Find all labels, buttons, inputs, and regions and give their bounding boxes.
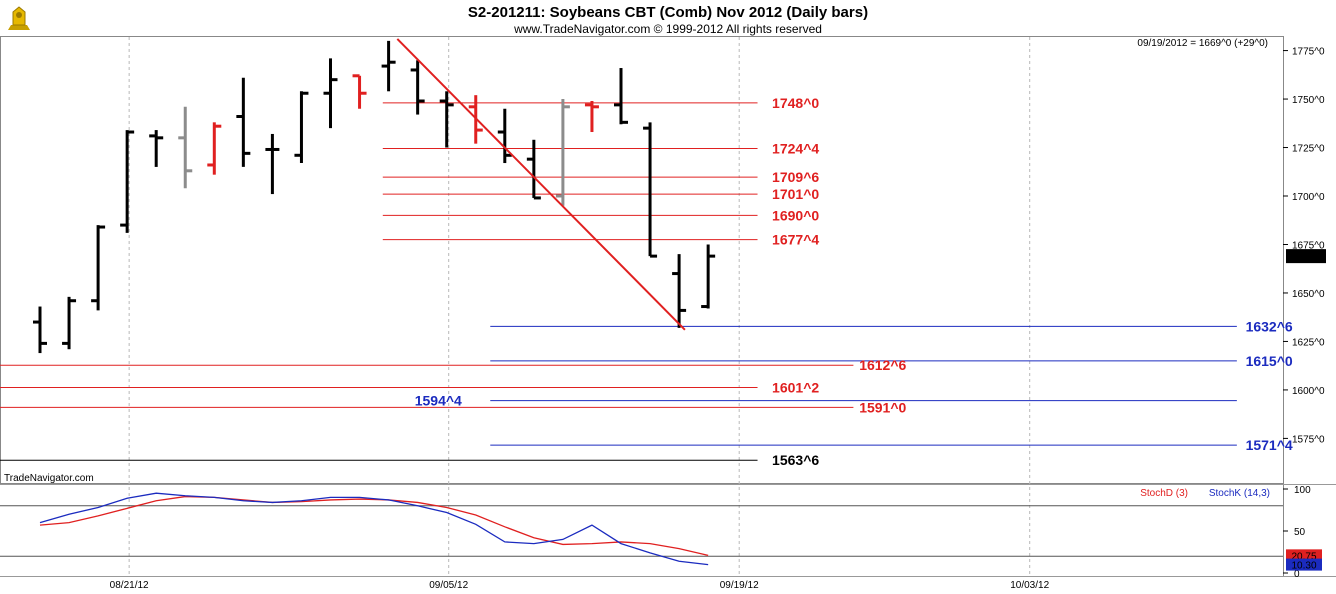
price-bar-5	[178, 106, 193, 189]
price-bar-4	[149, 130, 164, 167]
level-label-13: 1563^6	[772, 452, 819, 468]
level-label-2: 1709^6	[772, 169, 819, 185]
level-label-3: 1701^0	[772, 186, 819, 202]
level-label-5: 1677^4	[772, 232, 819, 248]
trendline	[396, 38, 686, 331]
price-bar-19	[584, 100, 599, 133]
level-label-8: 1612^6	[859, 357, 906, 373]
date-tick-label-2: 09/19/12	[720, 580, 759, 591]
price-bar-12	[381, 40, 396, 92]
stochd-badge	[1286, 549, 1322, 562]
date-tick-label-0: 08/21/12	[110, 580, 149, 591]
price-bar-1	[62, 296, 77, 350]
price-bar-9	[294, 91, 309, 164]
level-label-0: 1748^0	[772, 95, 819, 111]
last-price-badge	[1286, 249, 1326, 264]
price-bar-11	[352, 74, 367, 109]
trendline-segment	[396, 38, 686, 331]
stochd-line	[39, 495, 709, 556]
stochk-last-label: 10.30	[1291, 561, 1316, 572]
price-tick-label-8: 1575^0	[1292, 434, 1325, 445]
level-label-6: 1632^6	[1246, 318, 1293, 334]
price-bar-17	[526, 139, 541, 200]
last-price-label: 1669^0	[1290, 252, 1323, 263]
price-tick-label-1: 1750^0	[1292, 95, 1325, 106]
level-label-1: 1724^4	[772, 141, 819, 157]
date-tick-label-1: 09/05/12	[429, 580, 468, 591]
price-bar-14	[439, 91, 454, 148]
legend-stochk: StochK (14,3)	[1209, 488, 1270, 499]
level-label-4: 1690^0	[772, 207, 819, 223]
stoch-tick-label-2: 0	[1294, 569, 1300, 580]
level-label-11: 1591^0	[859, 399, 906, 415]
stoch-tick-label-1: 50	[1294, 527, 1306, 538]
price-bar-3	[120, 130, 135, 233]
price-bar-10	[323, 58, 338, 129]
price-bar-0	[33, 306, 47, 354]
level-label-7: 1615^0	[1246, 353, 1293, 369]
price-tick-label-3: 1700^0	[1292, 192, 1325, 203]
chart-subtitle: www.TradeNavigator.com © 1999-2012 All r…	[513, 22, 822, 36]
price-tick-label-0: 1775^0	[1292, 47, 1325, 58]
price-readout: 09/19/2012 = 1669^0 (+29^0)	[1137, 38, 1268, 49]
price-bar-18	[555, 99, 570, 206]
price-bar-6	[207, 122, 222, 175]
price-bar-22	[672, 254, 687, 328]
price-bar-16	[497, 108, 512, 164]
price-bar-20	[614, 68, 628, 125]
price-bar-8	[265, 133, 280, 195]
chart-title: S2-201211: Soybeans CBT (Comb) Nov 2012 …	[468, 4, 868, 21]
price-bar-13	[410, 60, 425, 115]
date-gridlines	[128, 37, 1031, 576]
date-tick-label-3: 10/03/12	[1010, 580, 1049, 591]
stochk-line	[39, 492, 709, 566]
stoch-tick-label-0: 100	[1294, 485, 1311, 496]
stochk-badge	[1286, 558, 1322, 571]
date-axis: 08/21/12 09/05/12 09/19/12 10/03/12	[110, 580, 1050, 591]
price-bar-21	[643, 122, 658, 258]
level-label-12: 1571^4	[1246, 437, 1293, 453]
price-axis: 1775^0 1750^0 1725^0 1700^0 1675^0 1650^0 1625…	[1283, 47, 1326, 445]
price-tick-label-5: 1650^0	[1292, 289, 1325, 300]
price-bars	[33, 40, 716, 354]
legend-stochd: StochD (3)	[1140, 488, 1188, 499]
price-bar-23	[701, 244, 716, 309]
price-panel-frame	[0, 36, 1284, 484]
price-tick-label-2: 1725^0	[1292, 144, 1325, 155]
price-bar-7	[236, 77, 251, 167]
level-label-9: 1601^2	[772, 379, 819, 395]
watermark: TradeNavigator.com	[4, 473, 94, 484]
stochd-last-label: 20.75	[1291, 551, 1316, 562]
price-tick-label-6: 1625^0	[1292, 337, 1325, 348]
price-tick-label-7: 1600^0	[1292, 386, 1325, 397]
chart-logo	[4, 4, 34, 34]
price-tick-label-4: 1675^0	[1292, 240, 1325, 251]
price-bar-2	[91, 225, 106, 311]
level-label-10: 1594^4	[415, 393, 462, 409]
